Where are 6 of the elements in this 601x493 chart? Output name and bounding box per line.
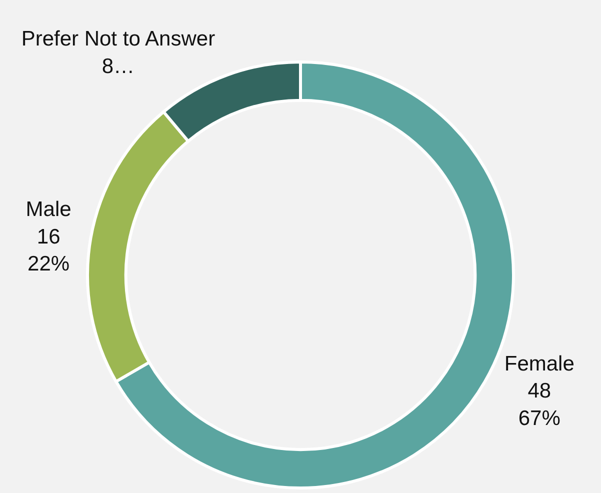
slice-label: Prefer Not to Answer xyxy=(21,27,216,50)
data-label: 8… xyxy=(102,54,135,78)
slice-label: Female xyxy=(504,352,574,376)
data-label: 48 67% xyxy=(518,380,560,430)
slice-label: Male xyxy=(26,198,72,222)
data-label: 16 22% xyxy=(28,225,70,276)
